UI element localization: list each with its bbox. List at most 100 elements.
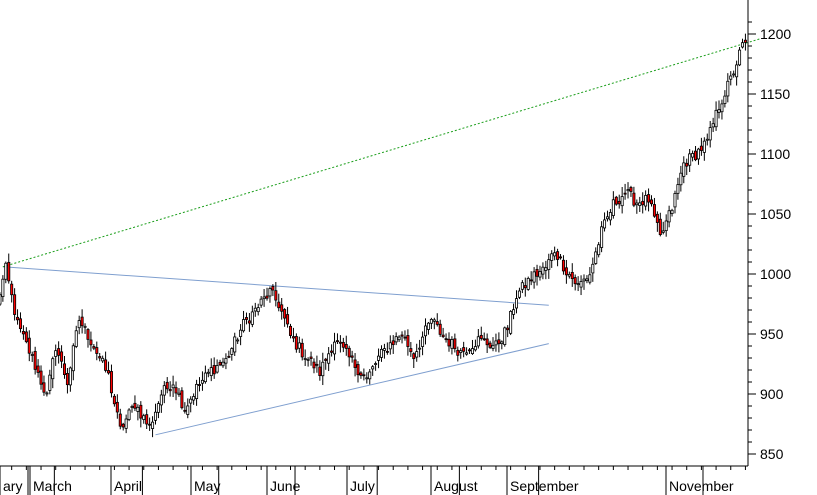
candle-body-down (118, 413, 122, 427)
candle-body-down (573, 277, 577, 285)
candle-body-up (661, 230, 665, 233)
candle-body-up (708, 127, 712, 141)
candle (415, 343, 419, 362)
candle-body-up (136, 406, 140, 412)
candle-body-down (277, 301, 281, 309)
candle (86, 328, 90, 348)
candle-body-down (324, 358, 328, 361)
candle-body-up (200, 379, 204, 384)
candle (520, 280, 524, 294)
candle-body-up (532, 271, 536, 283)
candle (230, 347, 234, 361)
candle (473, 339, 477, 352)
candle-body-up (74, 330, 78, 347)
candle-body-down (341, 341, 345, 348)
candle-body-up (242, 319, 246, 332)
candle (638, 196, 642, 212)
candle-body-down (350, 355, 354, 358)
candle (576, 276, 580, 292)
candle (209, 358, 213, 382)
candle (236, 337, 240, 344)
candle (71, 343, 75, 381)
candle-body-up (215, 365, 219, 373)
candle-body-down (655, 213, 659, 223)
candle (632, 186, 636, 208)
candle (256, 303, 260, 316)
candle (151, 416, 155, 438)
candle (447, 332, 451, 352)
candle-body-up (553, 252, 557, 257)
candle-body-down (529, 279, 533, 282)
candle-body-down (647, 194, 651, 203)
candle (203, 365, 207, 384)
candle-body-up (239, 329, 243, 337)
candle-body-up (465, 352, 469, 355)
candle-body-down (444, 338, 448, 341)
candle-body-down (121, 423, 125, 428)
candle-body-down (482, 338, 486, 341)
candle (605, 210, 609, 222)
candle-body-up (491, 344, 495, 349)
candle-body-down (468, 349, 472, 352)
candle-body-up (735, 64, 739, 78)
candle (324, 357, 328, 370)
candle-body-up (424, 325, 428, 337)
candle (13, 288, 17, 321)
candle-body-up (720, 103, 724, 113)
candle-body-down (632, 192, 636, 206)
candle (579, 275, 583, 296)
candle (350, 350, 354, 363)
candle-body-down (218, 361, 222, 366)
candle-body-up (550, 253, 554, 261)
candle-body-down (174, 387, 178, 394)
candle-body-up (638, 202, 642, 206)
candle-body-up (702, 140, 706, 153)
candle-body-down (92, 346, 96, 349)
candle-body-up (1, 278, 5, 297)
candle (512, 303, 516, 320)
candle (491, 337, 495, 352)
x-axis: ary March April May June July August September N… (0, 465, 748, 495)
candle-body-down (338, 341, 342, 344)
x-tick-label: April (114, 478, 142, 494)
candle-body-down (362, 374, 366, 377)
candle (186, 398, 190, 419)
candle-body-up (585, 278, 589, 282)
candle (95, 341, 99, 361)
candle-body-up (547, 259, 551, 270)
candle (30, 351, 34, 362)
candle (553, 246, 557, 261)
candle-body-down (145, 414, 149, 425)
candle (676, 177, 680, 200)
candle (174, 381, 178, 401)
candle-body-down (694, 150, 698, 161)
candle (156, 401, 160, 419)
candle-body-up (600, 226, 604, 248)
candle-body-up (4, 262, 8, 280)
candle (650, 195, 654, 207)
candle-body-down (330, 350, 334, 353)
candle (617, 194, 621, 209)
candle (153, 403, 157, 425)
candle-body-up (77, 320, 81, 329)
candle-body-down (104, 359, 108, 371)
candle-body-up (171, 384, 175, 389)
candle-body-up (306, 358, 310, 361)
candle-body-up (262, 296, 266, 300)
candle (705, 133, 709, 146)
candle-body-down (95, 347, 99, 354)
candle-body-down (559, 256, 563, 259)
candle-body-up (83, 325, 87, 328)
candle (426, 321, 430, 335)
candle (726, 73, 730, 103)
candle-body-up (670, 209, 674, 214)
candle-body-down (617, 200, 621, 205)
candle-body-up (740, 42, 744, 48)
candle (200, 371, 204, 391)
candle (244, 312, 248, 325)
candle-body-up (691, 153, 695, 158)
candle (441, 327, 445, 339)
candle-body-down (139, 404, 143, 419)
candle (494, 333, 498, 352)
